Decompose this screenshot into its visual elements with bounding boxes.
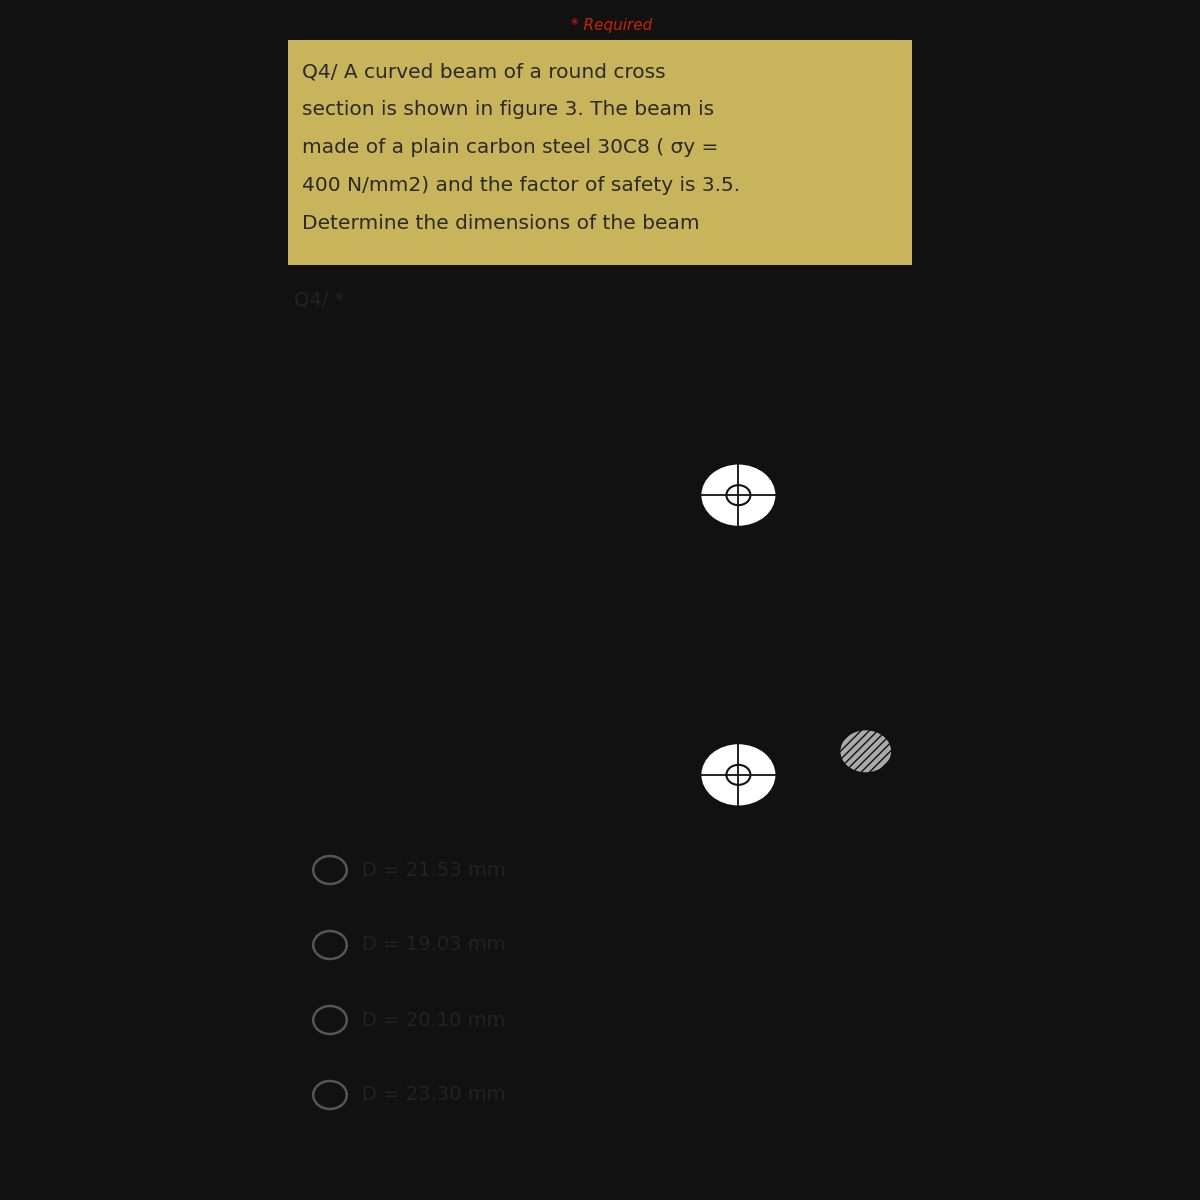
Text: * Required: * Required xyxy=(571,18,653,32)
Text: made of a plain carbon steel 30C8 ( σy =: made of a plain carbon steel 30C8 ( σy = xyxy=(302,138,719,157)
Text: X: X xyxy=(970,564,982,582)
Circle shape xyxy=(839,730,892,773)
Text: R = 4D: R = 4D xyxy=(570,546,635,564)
Circle shape xyxy=(726,485,750,505)
Circle shape xyxy=(726,764,750,785)
Text: D = 23.30 mm: D = 23.30 mm xyxy=(362,1086,506,1104)
Circle shape xyxy=(700,463,776,527)
Circle shape xyxy=(700,743,776,806)
Text: X: X xyxy=(1024,626,1037,644)
Text: D = 21.53 mm: D = 21.53 mm xyxy=(362,860,506,880)
Text: 1 kN: 1 kN xyxy=(748,370,790,388)
Text: Determine the dimensions of the beam: Determine the dimensions of the beam xyxy=(302,214,700,233)
Text: section is shown in figure 3. The beam is: section is shown in figure 3. The beam i… xyxy=(302,100,714,119)
Text: Q4/ A curved beam of a round cross: Q4/ A curved beam of a round cross xyxy=(302,62,666,80)
Text: D: D xyxy=(967,778,982,796)
Text: Figure 3: Figure 3 xyxy=(372,637,431,653)
Text: Q4/ *: Q4/ * xyxy=(294,290,344,308)
Text: D = 19.03 mm: D = 19.03 mm xyxy=(362,936,506,954)
Text: D = 20.10 mm: D = 20.10 mm xyxy=(362,1010,505,1030)
Polygon shape xyxy=(288,40,912,265)
Text: 400 N/mm2) and the factor of safety is 3.5.: 400 N/mm2) and the factor of safety is 3… xyxy=(302,176,740,194)
Text: 1 kN: 1 kN xyxy=(748,882,790,900)
